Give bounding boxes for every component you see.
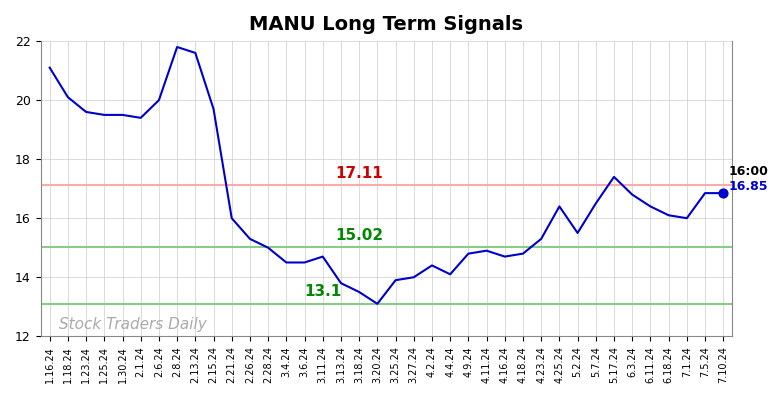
Title: MANU Long Term Signals: MANU Long Term Signals	[249, 15, 524, 34]
Text: 17.11: 17.11	[336, 166, 383, 181]
Text: 13.1: 13.1	[304, 285, 341, 299]
Text: 16.85: 16.85	[728, 180, 768, 193]
Point	[717, 190, 729, 196]
Text: 15.02: 15.02	[335, 228, 383, 243]
Text: 16:00: 16:00	[728, 166, 768, 178]
Text: Stock Traders Daily: Stock Traders Daily	[59, 317, 206, 332]
